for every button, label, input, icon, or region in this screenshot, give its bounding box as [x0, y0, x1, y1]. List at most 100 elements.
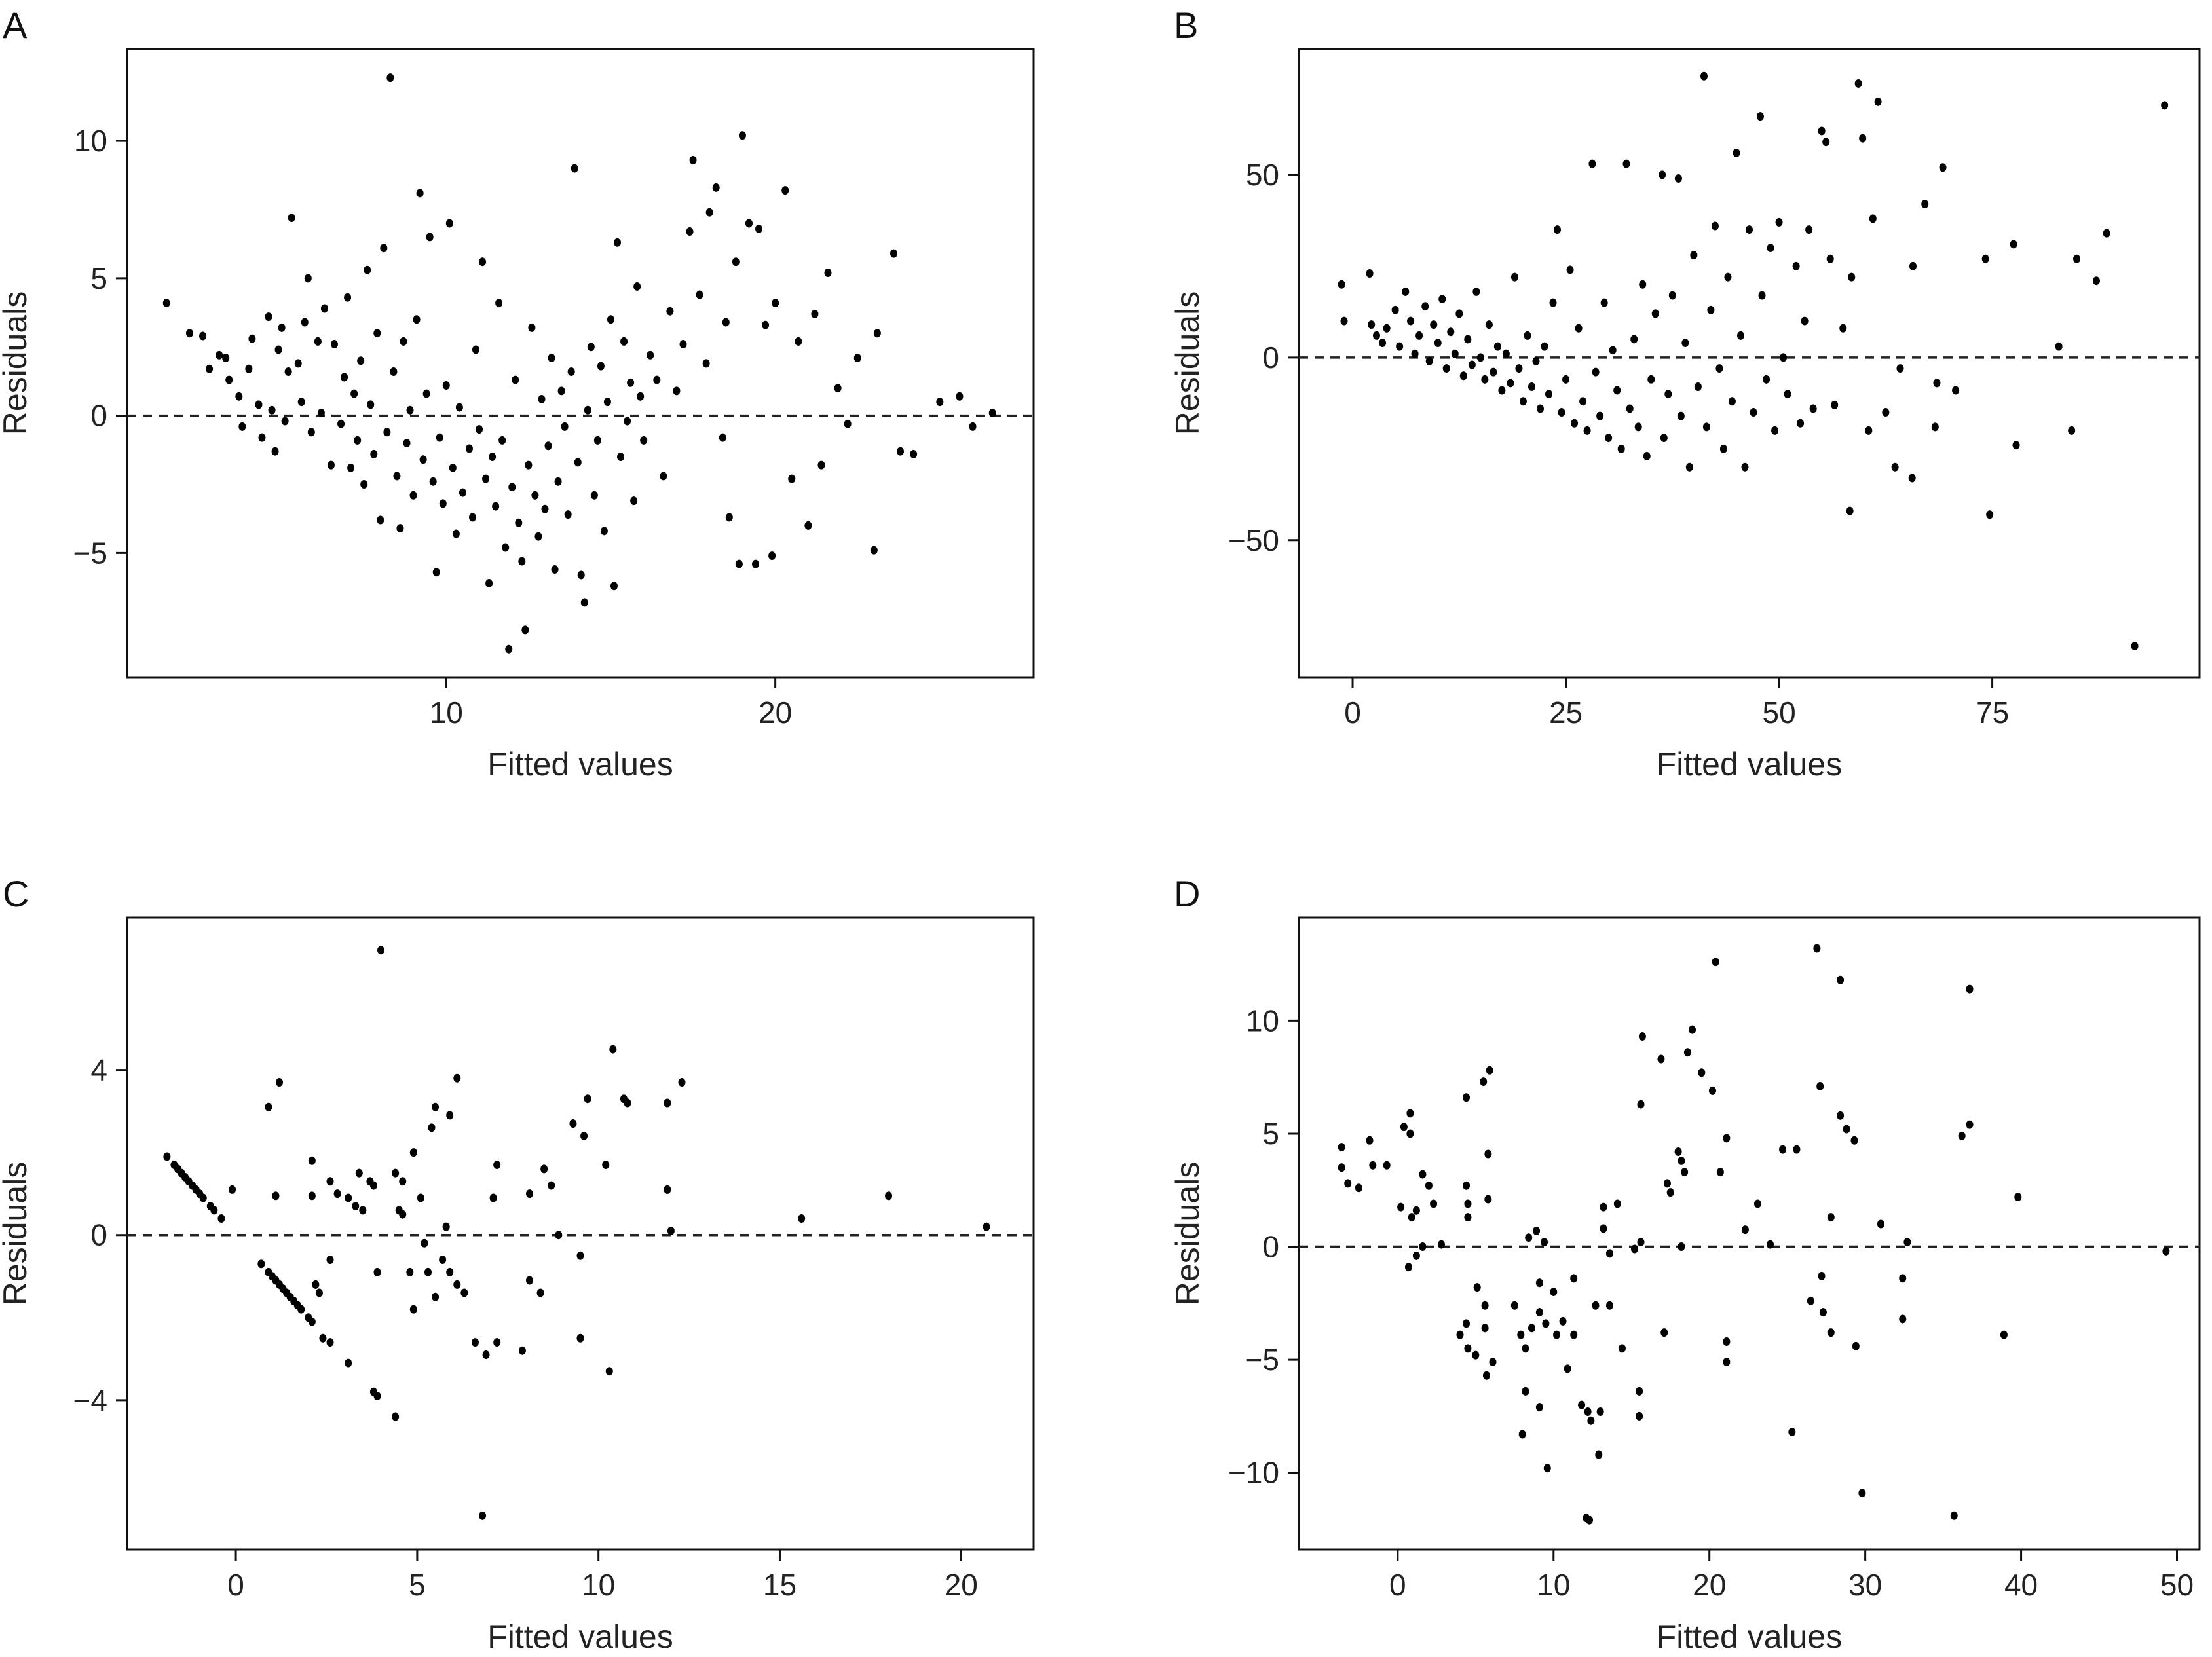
data-point — [637, 392, 645, 401]
data-point — [564, 510, 572, 519]
data-point — [1412, 1251, 1420, 1260]
data-point — [712, 183, 720, 192]
data-point — [426, 233, 434, 242]
data-point — [364, 265, 371, 274]
plot-frame — [1298, 916, 2201, 1551]
data-point — [2161, 101, 2169, 110]
data-point — [1554, 225, 1562, 234]
x-tick-label: 10 — [582, 1568, 615, 1602]
data-point — [1694, 382, 1702, 391]
data-point — [1903, 1238, 1911, 1247]
data-point — [620, 337, 628, 346]
data-point — [890, 249, 897, 258]
data-point — [1588, 159, 1596, 168]
x-tick-label: 10 — [1537, 1568, 1570, 1602]
data-point — [416, 189, 424, 198]
data-point — [1482, 1371, 1490, 1380]
data-point — [1827, 1328, 1835, 1337]
data-point — [1813, 944, 1821, 953]
data-point — [1807, 1296, 1814, 1305]
data-point — [525, 1189, 533, 1199]
data-point — [673, 386, 681, 396]
data-point — [1618, 1344, 1626, 1353]
data-point — [1848, 272, 1856, 282]
data-point — [373, 1267, 381, 1276]
data-point — [525, 1276, 533, 1285]
data-point — [1715, 364, 1723, 373]
data-point — [1484, 1195, 1492, 1204]
data-point — [735, 559, 743, 568]
data-point — [453, 1280, 461, 1289]
data-point — [1451, 349, 1459, 358]
data-point — [1463, 1093, 1471, 1102]
data-point — [432, 1292, 440, 1301]
data-point — [471, 1338, 479, 1347]
data-point — [429, 477, 437, 486]
data-point — [297, 1305, 305, 1314]
data-point — [403, 439, 411, 448]
y-tick-label: −10 — [1228, 1456, 1279, 1490]
data-point — [1657, 1054, 1665, 1064]
data-point — [1818, 126, 1826, 136]
data-point — [489, 1193, 497, 1202]
data-point — [479, 1511, 487, 1520]
data-point — [235, 392, 243, 401]
y-tick-label: 0 — [90, 1218, 107, 1252]
data-point — [1442, 364, 1450, 373]
data-point — [257, 1259, 265, 1269]
data-point — [548, 354, 555, 363]
y-tick-label: −4 — [73, 1383, 107, 1417]
data-point — [1447, 327, 1455, 337]
y-axis-title: Residuals — [0, 1162, 33, 1306]
data-point — [1587, 1416, 1595, 1425]
data-point — [1801, 316, 1809, 326]
data-point — [1859, 134, 1867, 143]
data-point — [399, 1177, 407, 1186]
data-point — [352, 1202, 360, 1211]
data-point — [844, 419, 852, 428]
data-point — [1631, 1244, 1639, 1254]
data-point — [1609, 346, 1617, 355]
data-point — [222, 354, 230, 363]
x-tick-label: 20 — [1693, 1568, 1726, 1602]
data-point — [327, 460, 335, 470]
data-point — [1596, 411, 1604, 420]
data-point — [1700, 71, 1708, 81]
panel-label: B — [1174, 5, 1198, 46]
data-point — [505, 644, 513, 654]
data-point — [1837, 975, 1845, 984]
data-point — [272, 1191, 280, 1201]
data-point — [1981, 254, 1989, 263]
data-point — [350, 389, 358, 398]
data-point — [1643, 451, 1651, 460]
data-point — [1677, 411, 1685, 420]
data-point — [834, 384, 842, 393]
data-point — [1663, 1179, 1671, 1188]
data-point — [386, 73, 394, 83]
data-point — [1723, 1337, 1731, 1346]
data-point — [1858, 1489, 1866, 1498]
data-point — [1486, 1066, 1493, 1075]
data-point — [476, 425, 483, 434]
data-point — [265, 1102, 272, 1111]
data-point — [1535, 1403, 1543, 1412]
data-point — [1921, 200, 1929, 209]
data-point — [554, 477, 562, 486]
x-tick-label: 25 — [1549, 696, 1583, 730]
data-point — [725, 513, 733, 522]
data-point — [354, 436, 362, 445]
data-point — [1338, 280, 1345, 289]
data-point — [1986, 510, 1994, 519]
data-point — [400, 337, 407, 346]
data-point — [1958, 1131, 1966, 1140]
data-point — [380, 244, 388, 253]
y-tick-label: 0 — [1262, 1230, 1279, 1264]
data-point — [571, 164, 578, 173]
data-point — [627, 378, 635, 387]
data-point — [245, 364, 253, 373]
data-point — [432, 568, 440, 577]
data-point — [1472, 1350, 1480, 1360]
data-point — [577, 570, 585, 580]
data-point — [308, 1191, 316, 1201]
data-point — [576, 1333, 584, 1343]
